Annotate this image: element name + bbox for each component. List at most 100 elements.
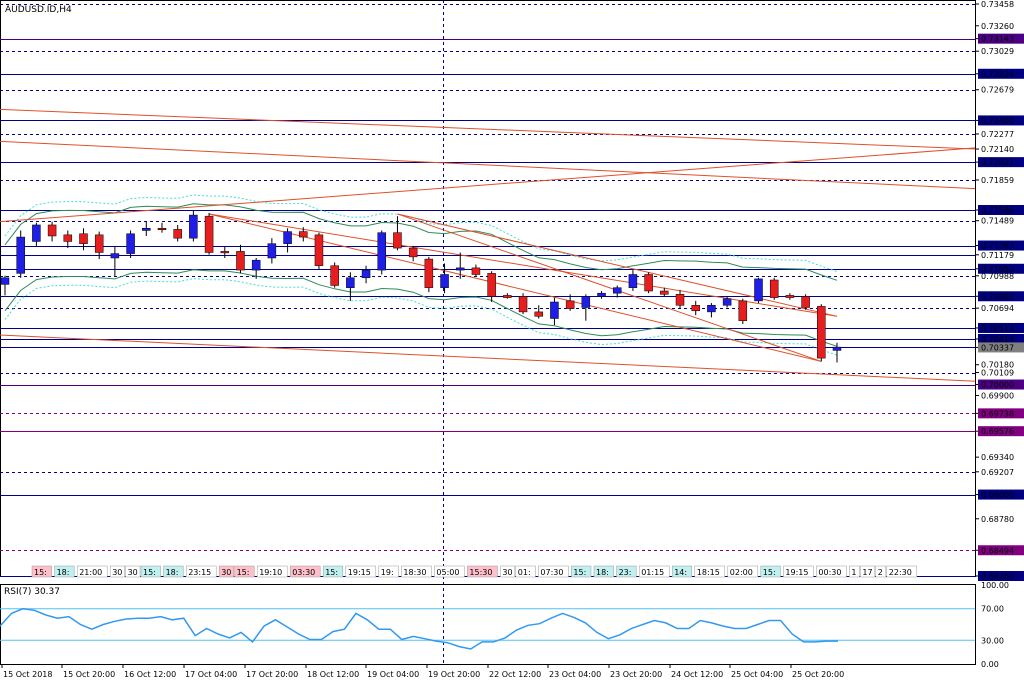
session-label: 05:00 — [434, 565, 465, 578]
session-label-text: 30 — [128, 568, 138, 577]
price-tick-label: 0.69900 — [981, 392, 1014, 401]
session-label-text: 03:30 — [292, 568, 315, 577]
price-tick-label: 0.70694 — [981, 304, 1014, 313]
price-tick-label: 0.68494 — [981, 546, 1014, 555]
candle — [63, 230, 73, 249]
price-tick: 0.70109 — [975, 369, 1014, 378]
time-tick-label: 23 Oct 20:00 — [610, 670, 662, 679]
time-tick-label: 25 Oct 20:00 — [792, 670, 844, 679]
candle-body — [675, 294, 685, 306]
session-label: 18: — [163, 565, 184, 578]
rsi-tick-label: 100.00 — [981, 581, 1009, 590]
candle-body — [16, 236, 25, 274]
price-tick-label: 0.71052 — [981, 265, 1014, 274]
candle-body — [738, 300, 748, 321]
session-label-text: 19:15 — [348, 568, 371, 577]
session-label: 03:30 — [289, 565, 321, 578]
candle-body — [817, 306, 826, 359]
session-label: 15: — [571, 565, 592, 578]
price-tick-label: 0.71179 — [981, 251, 1014, 260]
price-tick-label: 0.69000 — [981, 491, 1014, 500]
price-tick-label: 0.68260 — [981, 572, 1014, 581]
candle-body — [660, 290, 669, 295]
envelope-upper — [4, 203, 838, 281]
candle — [173, 224, 182, 242]
trend-line — [397, 213, 822, 362]
session-label: 01:15 — [638, 565, 670, 578]
time-tick-label: 17 Oct 04:00 — [185, 670, 237, 679]
candle — [424, 256, 434, 293]
price-tick-label: 0.73143 — [981, 35, 1014, 44]
candle-body — [0, 277, 10, 285]
price-tick: 0.71489 — [975, 217, 1014, 226]
price-tick: 0.69000 — [975, 489, 1024, 500]
price-tick: 0.72679 — [975, 86, 1014, 95]
candle — [94, 231, 104, 260]
price-tick: 0.72021 — [975, 157, 1024, 168]
candle — [408, 245, 418, 262]
price-tick: 0.69207 — [975, 468, 1014, 477]
candle-body — [32, 224, 41, 242]
session-label-text: 15: — [143, 568, 156, 577]
envelope-outer-upper — [4, 194, 838, 272]
trend-line — [208, 213, 822, 362]
candle-body — [408, 247, 418, 258]
price-tick: 0.68780 — [975, 515, 1014, 524]
price-tick: 0.71859 — [975, 176, 1014, 185]
candle — [393, 216, 402, 251]
session-label: 15: — [140, 565, 161, 578]
session-label: 30 — [125, 565, 141, 578]
session-label-text: 23: — [619, 568, 632, 577]
candle-body — [832, 346, 842, 351]
candle-body — [79, 233, 88, 244]
candle — [47, 221, 57, 242]
price-tick: 0.69576 — [975, 426, 1024, 437]
level-lines — [0, 0, 976, 664]
candle-body — [471, 267, 481, 275]
candle — [189, 210, 198, 242]
price-tick: 0.71179 — [975, 251, 1014, 260]
session-label-text: 18: — [57, 568, 70, 577]
candle — [471, 264, 481, 277]
price-tick-label: 0.68780 — [981, 515, 1014, 524]
candle — [346, 272, 355, 301]
candle-body — [299, 231, 308, 238]
session-label-text: 23:15 — [188, 568, 211, 577]
price-tick-label: 0.71263 — [981, 242, 1014, 251]
candle-body — [785, 295, 795, 298]
price-tick-label: 0.72140 — [981, 145, 1014, 154]
candle-body — [722, 298, 732, 306]
candle-body — [487, 273, 496, 297]
candle-body — [220, 251, 230, 254]
price-tick: 0.68260 — [975, 571, 1024, 581]
session-label: 19:15 — [345, 565, 377, 578]
session-label: 15: — [760, 565, 781, 578]
candle — [142, 221, 151, 236]
candle — [330, 262, 339, 288]
rsi-tick-label: 0.00 — [981, 660, 999, 669]
price-tick: 0.69738 — [975, 408, 1024, 419]
candle-body — [346, 277, 355, 288]
candle-body — [110, 253, 120, 259]
time-tick-label: 15 Oct 20:00 — [63, 670, 115, 679]
price-axis: 0.73458 0.73260 0.73143 0.73029 0.72824 0.726… — [975, 0, 1024, 664]
candle-body — [455, 267, 465, 271]
rsi-panel: 100.00 70.00 30.00 0.00 — [0, 581, 1009, 669]
price-tick-label: 0.73260 — [981, 22, 1014, 31]
candle — [79, 228, 88, 251]
candle-body — [189, 214, 198, 239]
session-label: 30 — [218, 565, 234, 578]
session-label-text: 15:30 — [469, 568, 492, 577]
price-tick-label: 0.72679 — [981, 86, 1014, 95]
price-tick-label: 0.70988 — [981, 272, 1014, 281]
session-label: 00:30 — [816, 565, 847, 578]
candle-body — [142, 228, 151, 231]
candle — [675, 289, 685, 309]
candle-body — [377, 232, 387, 271]
candle — [581, 294, 591, 321]
candle-body — [644, 274, 653, 292]
session-label: 19:15 — [783, 565, 814, 578]
session-label-text: 01: — [518, 568, 531, 577]
price-tick-label: 0.72021 — [981, 158, 1014, 167]
trend-line — [0, 140, 976, 190]
